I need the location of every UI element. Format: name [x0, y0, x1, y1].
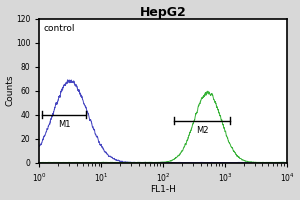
- Text: M1: M1: [58, 120, 70, 129]
- Text: control: control: [43, 24, 75, 33]
- Y-axis label: Counts: Counts: [6, 75, 15, 106]
- Text: M2: M2: [196, 126, 208, 135]
- X-axis label: FL1-H: FL1-H: [150, 185, 176, 194]
- Title: HepG2: HepG2: [140, 6, 187, 19]
